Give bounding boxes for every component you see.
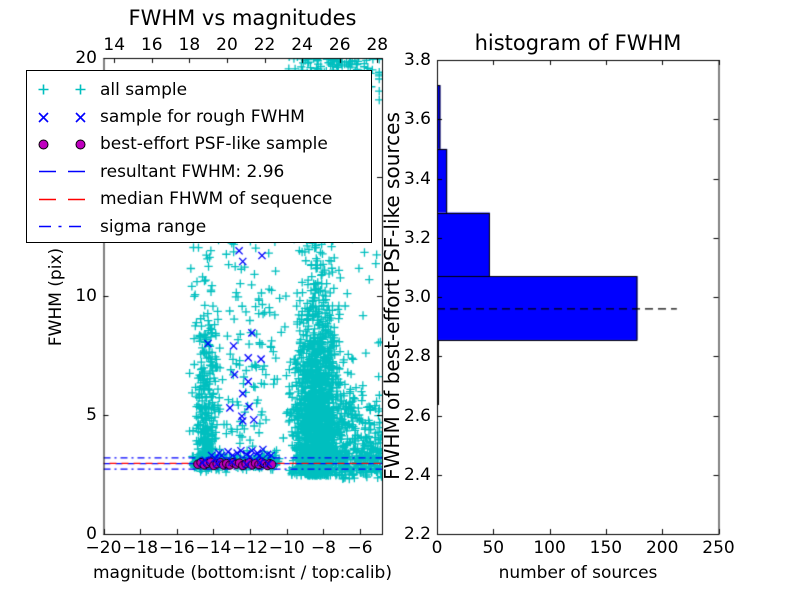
left-plot-ylabel: FWHM (pix) — [46, 247, 66, 347]
legend-handle — [34, 193, 90, 206]
legend-handle — [34, 138, 90, 151]
legend-item-sigma-range: sigma range — [34, 213, 371, 240]
legend-label: resultant FWHM: 2.96 — [100, 161, 285, 182]
dashdot-line-icon — [39, 225, 81, 228]
legend-label: sigma range — [100, 216, 207, 237]
legend-handle — [34, 165, 90, 178]
circle-marker-fill — [38, 139, 49, 150]
right-plot-ylabel: FWHM of best-effort PSF-like sources — [380, 112, 404, 480]
legend-label: sample for rough FWHM — [100, 107, 305, 128]
legend-handle — [34, 83, 90, 96]
left-plot-title: FWHM vs magnitudes — [128, 6, 357, 30]
dashed-line-icon — [39, 198, 85, 201]
legend-handle — [34, 111, 90, 124]
right-plot-ylabel-wrap: FWHM of best-effort PSF-like sources — [208, 112, 576, 480]
legend-label: best-effort PSF-like sample — [100, 134, 328, 155]
circle-marker-fill — [75, 139, 86, 150]
x-marker-icon — [75, 112, 86, 123]
legend-box: all sample sample for rough FWHM — [26, 70, 372, 243]
plus-marker-stroke — [75, 84, 86, 95]
legend-item-psf-like-sample: best-effort PSF-like sample — [34, 131, 371, 158]
legend-label: all sample — [100, 79, 188, 100]
legend-label: median FHWM of sequence — [100, 189, 333, 210]
x-marker-icon — [38, 112, 49, 123]
plus-marker-stroke — [38, 84, 49, 95]
plus-marker-icon — [75, 84, 86, 95]
plus-marker-icon — [38, 84, 49, 95]
legend-item-resultant-fwhm: resultant FWHM: 2.96 — [34, 158, 371, 185]
legend-item-median-fwhm: median FHWM of sequence — [34, 186, 371, 213]
x-marker-stroke — [38, 112, 49, 123]
dashed-line-icon — [39, 171, 85, 173]
circle-marker-icon — [75, 139, 86, 150]
right-plot-title: histogram of FWHM — [474, 31, 682, 55]
left-plot-xlabel: magnitude (bottom:isnt / top:calib) — [93, 563, 392, 583]
legend-item-all-sample: all sample — [34, 76, 371, 103]
right-plot-xlabel: number of sources — [498, 563, 658, 583]
legend-handle — [34, 220, 90, 233]
x-marker-stroke — [75, 112, 86, 123]
circle-marker-icon — [38, 139, 49, 150]
left-plot-ylabel-wrap: FWHM (pix) — [7, 248, 105, 346]
legend-item-rough-fwhm-sample: sample for rough FWHM — [34, 103, 371, 130]
